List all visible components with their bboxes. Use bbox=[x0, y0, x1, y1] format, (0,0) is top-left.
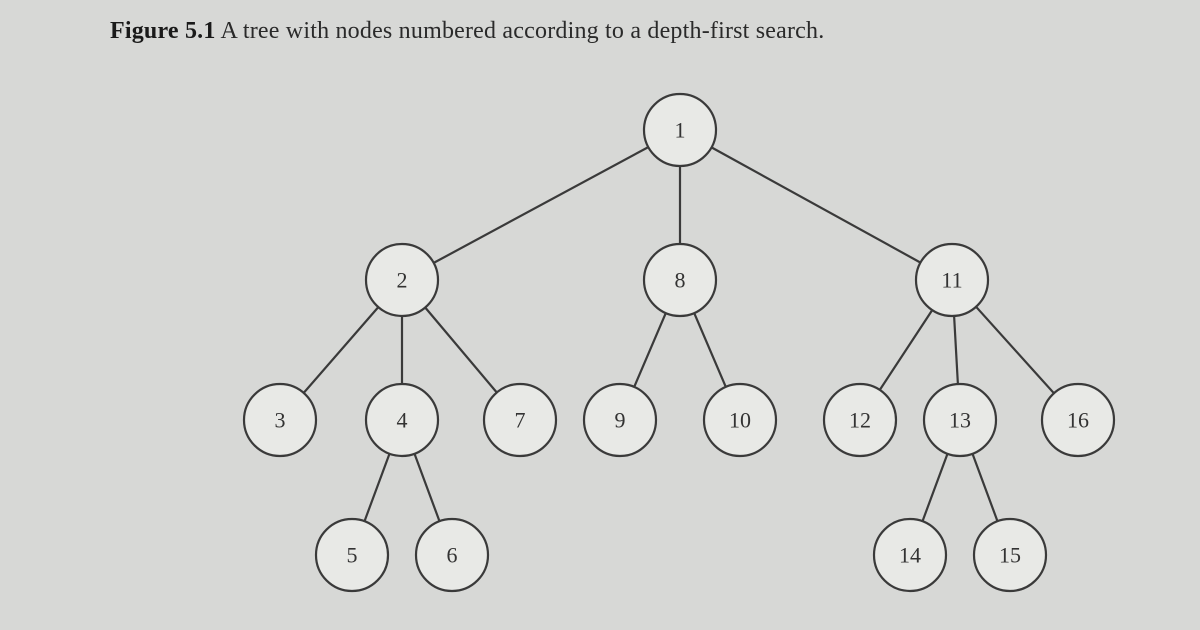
tree-diagram: 12811347910121316561415 bbox=[0, 0, 1200, 630]
tree-edge bbox=[365, 454, 390, 521]
tree-edge bbox=[923, 454, 948, 521]
tree-node: 10 bbox=[704, 384, 776, 456]
tree-edge bbox=[694, 313, 726, 387]
node-label: 3 bbox=[275, 408, 286, 433]
tree-node: 1 bbox=[644, 94, 716, 166]
tree-node: 15 bbox=[974, 519, 1046, 591]
node-label: 5 bbox=[347, 543, 358, 568]
node-label: 11 bbox=[941, 268, 962, 293]
node-label: 8 bbox=[675, 268, 686, 293]
tree-node: 5 bbox=[316, 519, 388, 591]
tree-node: 13 bbox=[924, 384, 996, 456]
node-label: 2 bbox=[397, 268, 408, 293]
node-label: 9 bbox=[615, 408, 626, 433]
node-label: 4 bbox=[397, 408, 408, 433]
node-label: 13 bbox=[949, 408, 971, 433]
tree-edge bbox=[880, 310, 932, 390]
tree-node: 11 bbox=[916, 244, 988, 316]
tree-edge bbox=[976, 307, 1054, 393]
tree-edge bbox=[434, 147, 649, 263]
tree-edge bbox=[973, 454, 998, 521]
tree-node: 9 bbox=[584, 384, 656, 456]
node-label: 1 bbox=[675, 118, 686, 143]
tree-node: 2 bbox=[366, 244, 438, 316]
node-label: 16 bbox=[1067, 408, 1089, 433]
node-label: 12 bbox=[849, 408, 871, 433]
tree-node: 14 bbox=[874, 519, 946, 591]
tree-edge bbox=[634, 313, 666, 387]
tree-node: 7 bbox=[484, 384, 556, 456]
node-label: 6 bbox=[447, 543, 458, 568]
tree-edge bbox=[425, 308, 497, 393]
tree-edge bbox=[954, 316, 958, 384]
edges-group bbox=[304, 147, 1054, 521]
tree-node: 16 bbox=[1042, 384, 1114, 456]
tree-edge bbox=[415, 454, 440, 521]
node-label: 10 bbox=[729, 408, 751, 433]
tree-edge bbox=[304, 307, 379, 393]
tree-node: 4 bbox=[366, 384, 438, 456]
page: Figure 5.1 A tree with nodes numbered ac… bbox=[0, 0, 1200, 630]
tree-node: 8 bbox=[644, 244, 716, 316]
node-label: 14 bbox=[899, 543, 921, 568]
tree-node: 12 bbox=[824, 384, 896, 456]
tree-node: 6 bbox=[416, 519, 488, 591]
tree-edge bbox=[712, 147, 921, 262]
node-label: 15 bbox=[999, 543, 1021, 568]
tree-node: 3 bbox=[244, 384, 316, 456]
node-label: 7 bbox=[515, 408, 526, 433]
